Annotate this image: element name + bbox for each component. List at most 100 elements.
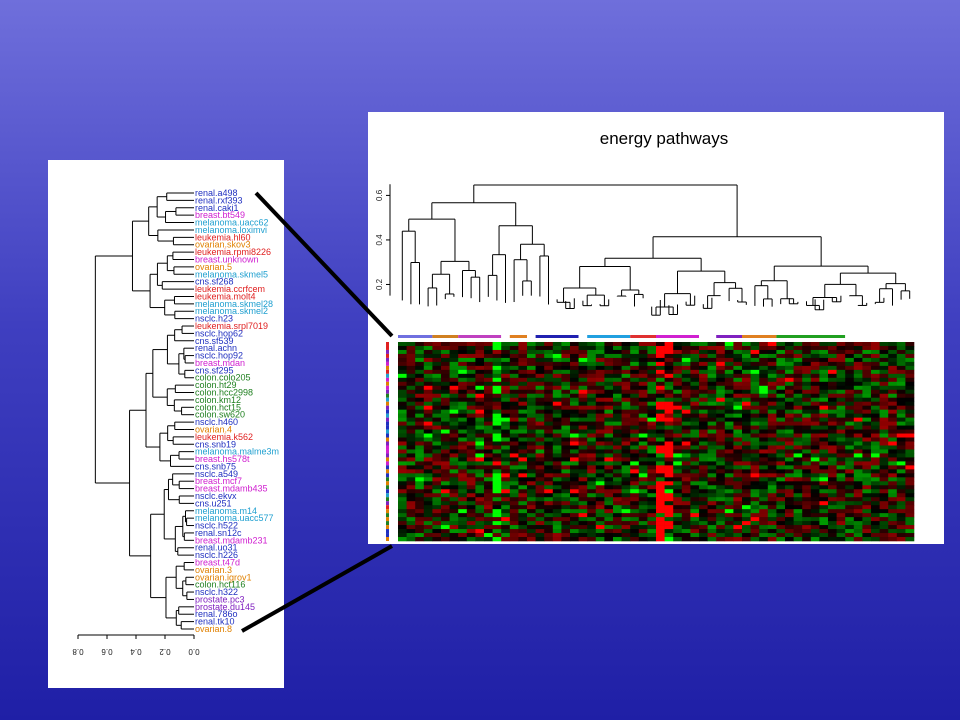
heatmap-cell [905,473,915,478]
heatmap-cell [896,481,906,486]
heatmap-cell [475,361,485,367]
heatmap-cell [888,481,898,486]
heatmap-cell [449,477,459,482]
heatmap-cell [458,393,468,399]
heatmap-cell [527,377,536,383]
heatmap-cell [681,477,691,482]
heatmap-cell [509,425,519,430]
heatmap-cell [810,361,820,367]
heatmap-cell [458,469,468,474]
heatmap-cell [441,389,450,395]
heatmap-cell [647,489,657,494]
heatmap-cell [759,505,769,510]
heatmap-cell [733,365,743,371]
heatmap-cell [776,441,786,446]
heatmap-cell [716,525,726,530]
heatmap-cell [819,345,829,351]
heatmap-cell [441,513,450,518]
heatmap-cell [475,417,485,422]
heatmap-cell [570,385,579,391]
heatmap-cell [638,417,648,422]
heatmap-cell [879,525,889,530]
heatmap-cell [699,361,708,367]
heatmap-cell [415,345,425,351]
heatmap-cell [527,485,536,490]
heatmap-cell [466,385,476,391]
heatmap-cell [810,433,820,438]
heatmap-cell [647,513,657,518]
heatmap-cell [544,381,554,387]
heatmap-cell [879,461,889,466]
heatmap-cell [638,405,648,410]
heatmap-cell [707,509,717,514]
heatmap-cell [707,349,717,355]
heatmap-cell [845,445,855,450]
heatmap-cell [690,429,700,434]
heatmap-cell [561,529,571,534]
heatmap-cell [724,421,734,426]
heatmap-cell [613,453,622,458]
heatmap-cell [785,469,794,474]
heatmap-cell [819,457,829,462]
heatmap-cell [896,501,906,506]
heatmap-cell [398,381,407,387]
row-group-bar [386,385,389,390]
heatmap-cell [432,385,442,391]
heatmap-cell [828,501,837,506]
heatmap-cell [819,497,829,502]
heatmap-cell [879,345,889,351]
heatmap-cell [785,357,794,363]
heatmap-cell [836,453,846,458]
heatmap-cell [630,393,640,399]
heatmap-cell [742,441,751,446]
heatmap-cell [785,461,794,466]
heatmap-cell [871,453,880,458]
heatmap-cell [716,505,726,510]
heatmap-cell [742,345,751,351]
heatmap-cell [871,493,880,498]
heatmap-cell [673,533,683,538]
heatmap-cell [415,493,425,498]
heatmap-cell [638,505,648,510]
heatmap-cell [716,441,726,446]
heatmap-cell [492,409,502,414]
heatmap-cell [793,517,803,522]
heatmap-cell [415,433,425,438]
heatmap-cell [638,501,648,506]
heatmap-cell [509,437,519,442]
heatmap-cell [905,349,915,355]
heatmap-cell [871,409,880,414]
heatmap-cell [398,457,407,462]
leaf-label: cns.u251 [195,498,232,508]
heatmap-cell [621,461,631,466]
leaf-label: cns.snb19 [195,439,236,449]
heatmap-cell [888,393,898,399]
heatmap-cell [509,461,519,466]
heatmap-cell [398,453,407,458]
heatmap-cell [604,421,614,426]
heatmap-cell [828,365,837,371]
heatmap-cell [845,381,855,387]
heatmap-cell [862,342,872,347]
heatmap-cell [432,441,442,446]
heatmap-cell [441,525,450,530]
heatmap-cell [879,389,889,395]
heatmap-cell [441,493,450,498]
heatmap-cell [905,461,915,466]
heatmap-cell [535,397,545,402]
heatmap-cell [458,397,468,402]
heatmap-cell [509,349,519,355]
heatmap-cell [810,445,820,450]
heatmap-cell [716,493,726,498]
heatmap-cell [802,525,812,530]
heatmap-cell [561,517,571,522]
heatmap-cell [492,477,502,482]
row-group-bar [386,509,389,514]
heatmap-cell [828,497,837,502]
heatmap-cell [621,537,631,542]
heatmap-cell [509,345,519,351]
heatmap-cell [647,465,657,470]
heatmap-cell [828,537,837,542]
x-tick-label: 0.8 [72,647,84,656]
heatmap-cell [544,369,554,375]
